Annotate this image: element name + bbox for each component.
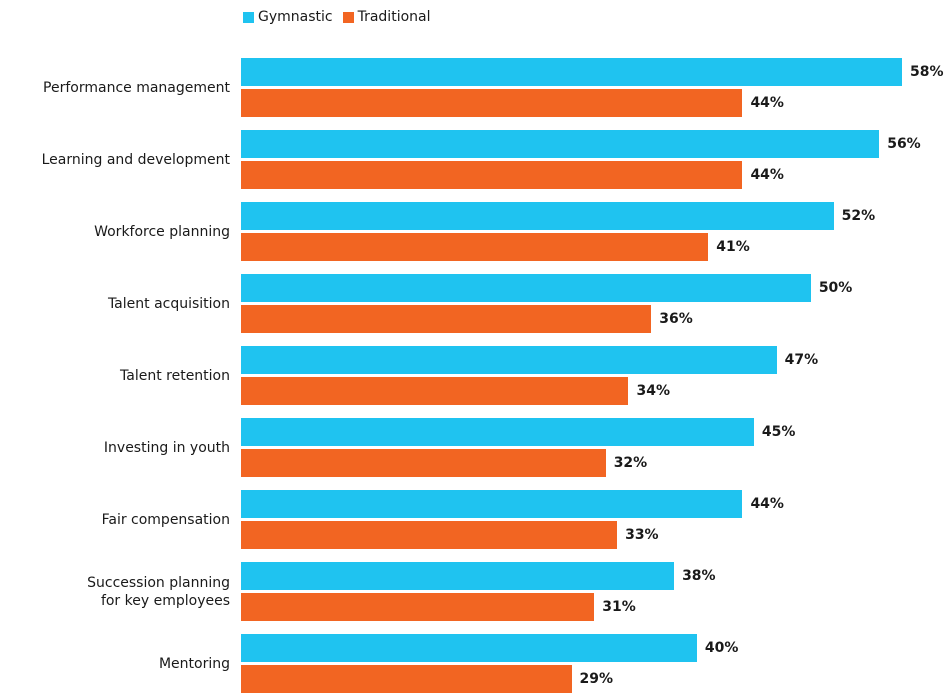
value-label: 58% <box>910 64 944 80</box>
bar <box>241 89 743 117</box>
legend-swatch <box>243 12 254 23</box>
value-label: 47% <box>784 352 819 368</box>
bar <box>241 665 572 693</box>
bar <box>241 346 777 374</box>
legend-label: Traditional <box>357 9 431 25</box>
bar <box>241 449 606 477</box>
bar <box>241 593 595 621</box>
bar <box>241 233 709 261</box>
value-label: 45% <box>761 424 796 440</box>
value-label: 52% <box>841 208 876 224</box>
bar <box>241 634 697 662</box>
value-label: 44% <box>750 496 784 512</box>
category-label: Performance management <box>43 79 230 96</box>
category-label: Learning and development <box>41 151 230 168</box>
value-label: 38% <box>682 568 716 584</box>
value-label: 56% <box>887 136 921 152</box>
category-label: Fair compensation <box>101 511 230 528</box>
category-label: Investing in youth <box>103 439 230 456</box>
value-label: 41% <box>716 239 750 255</box>
bar <box>241 58 902 86</box>
bar <box>241 562 675 590</box>
legend-label: Gymnastic <box>258 9 333 25</box>
value-label: 34% <box>636 383 670 399</box>
bar <box>241 305 652 333</box>
value-label: 33% <box>625 527 659 543</box>
value-label: 31% <box>602 599 636 615</box>
bar <box>241 274 811 302</box>
value-label: 44% <box>750 95 784 111</box>
bar <box>241 377 629 405</box>
value-label: 44% <box>750 167 784 183</box>
value-label: 50% <box>818 280 853 296</box>
legend-swatch <box>342 12 354 23</box>
bar <box>241 418 754 446</box>
value-label: 29% <box>579 671 614 687</box>
value-label: 36% <box>659 311 693 327</box>
category-label: Succession planning for key employees <box>87 574 230 609</box>
bar <box>241 130 880 158</box>
category-label: Talent acquisition <box>107 295 230 312</box>
bar <box>241 490 743 518</box>
bar <box>241 202 834 230</box>
bar <box>241 521 618 549</box>
category-label: Workforce planning <box>94 223 230 240</box>
bar <box>241 161 743 189</box>
value-label: 32% <box>613 455 648 471</box>
category-label: Mentoring <box>158 655 230 672</box>
value-label: 40% <box>704 640 739 656</box>
category-label: Talent retention <box>120 367 230 384</box>
